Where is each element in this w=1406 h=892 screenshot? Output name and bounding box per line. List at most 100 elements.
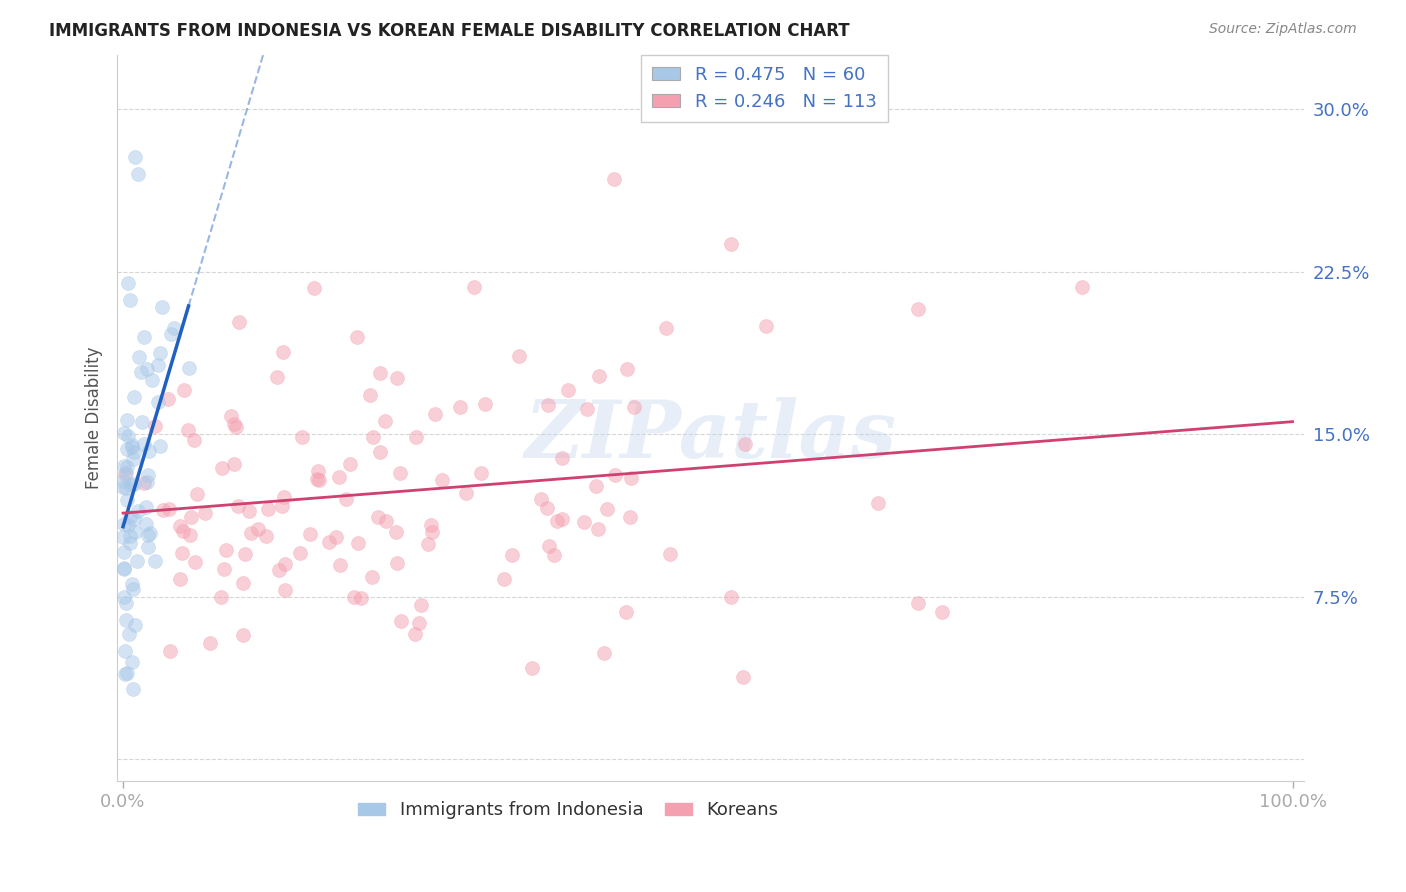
- Point: [114, 562, 136, 576]
- Point: [114, 644, 136, 658]
- Point: [143, 554, 166, 568]
- Point: [112, 529, 135, 543]
- Legend: Immigrants from Indonesia, Koreans: Immigrants from Indonesia, Koreans: [352, 794, 786, 826]
- Point: [931, 605, 953, 619]
- Point: [177, 361, 200, 376]
- Point: [522, 661, 544, 675]
- Point: [557, 383, 579, 397]
- Point: [121, 582, 143, 596]
- Point: [374, 514, 396, 528]
- Point: [159, 644, 181, 658]
- Point: [177, 423, 200, 437]
- Point: [238, 504, 260, 518]
- Point: [620, 471, 643, 485]
- Point: [163, 320, 186, 334]
- Point: [127, 167, 149, 181]
- Point: [152, 503, 174, 517]
- Point: [112, 590, 135, 604]
- Point: [339, 457, 361, 471]
- Point: [720, 590, 742, 604]
- Point: [538, 539, 561, 553]
- Point: [225, 420, 247, 434]
- Point: [501, 548, 523, 562]
- Point: [114, 467, 136, 481]
- Point: [112, 517, 135, 532]
- Point: [124, 477, 146, 491]
- Point: [134, 475, 156, 490]
- Point: [120, 478, 142, 492]
- Point: [149, 345, 172, 359]
- Point: [121, 576, 143, 591]
- Point: [124, 445, 146, 459]
- Point: [232, 576, 254, 591]
- Point: [122, 451, 145, 466]
- Point: [623, 400, 645, 414]
- Point: [143, 418, 166, 433]
- Point: [318, 535, 340, 549]
- Point: [449, 400, 471, 414]
- Point: [363, 430, 385, 444]
- Point: [374, 414, 396, 428]
- Point: [124, 618, 146, 632]
- Point: [157, 502, 180, 516]
- Point: [456, 486, 478, 500]
- Point: [149, 439, 172, 453]
- Point: [124, 150, 146, 164]
- Point: [117, 429, 139, 443]
- Point: [186, 487, 208, 501]
- Point: [118, 510, 141, 524]
- Point: [360, 570, 382, 584]
- Point: [215, 542, 238, 557]
- Point: [596, 501, 619, 516]
- Point: [169, 518, 191, 533]
- Point: [271, 344, 294, 359]
- Point: [121, 438, 143, 452]
- Point: [474, 397, 496, 411]
- Point: [115, 665, 138, 680]
- Point: [211, 461, 233, 475]
- Point: [232, 628, 254, 642]
- Point: [586, 522, 609, 536]
- Point: [290, 430, 312, 444]
- Point: [575, 401, 598, 416]
- Y-axis label: Female Disability: Female Disability: [86, 347, 103, 490]
- Point: [115, 481, 138, 495]
- Point: [547, 514, 569, 528]
- Point: [127, 554, 149, 568]
- Point: [122, 681, 145, 696]
- Point: [129, 365, 152, 379]
- Point: [127, 504, 149, 518]
- Point: [121, 655, 143, 669]
- Point: [588, 368, 610, 383]
- Point: [135, 475, 157, 489]
- Point: [347, 536, 370, 550]
- Point: [720, 236, 742, 251]
- Point: [409, 599, 432, 613]
- Point: [734, 437, 756, 451]
- Point: [405, 430, 427, 444]
- Point: [128, 351, 150, 365]
- Point: [254, 529, 277, 543]
- Point: [122, 512, 145, 526]
- Point: [408, 616, 430, 631]
- Point: [907, 301, 929, 316]
- Point: [173, 383, 195, 397]
- Point: [141, 373, 163, 387]
- Point: [132, 437, 155, 451]
- Point: [273, 491, 295, 505]
- Point: [335, 491, 357, 506]
- Point: [655, 321, 678, 335]
- Point: [585, 479, 607, 493]
- Point: [150, 301, 173, 315]
- Point: [120, 293, 142, 308]
- Point: [146, 358, 169, 372]
- Point: [1071, 280, 1094, 294]
- Point: [273, 582, 295, 597]
- Point: [114, 561, 136, 575]
- Point: [266, 369, 288, 384]
- Point: [536, 500, 558, 515]
- Point: [530, 492, 553, 507]
- Point: [136, 540, 159, 554]
- Point: [307, 464, 329, 478]
- Point: [115, 459, 138, 474]
